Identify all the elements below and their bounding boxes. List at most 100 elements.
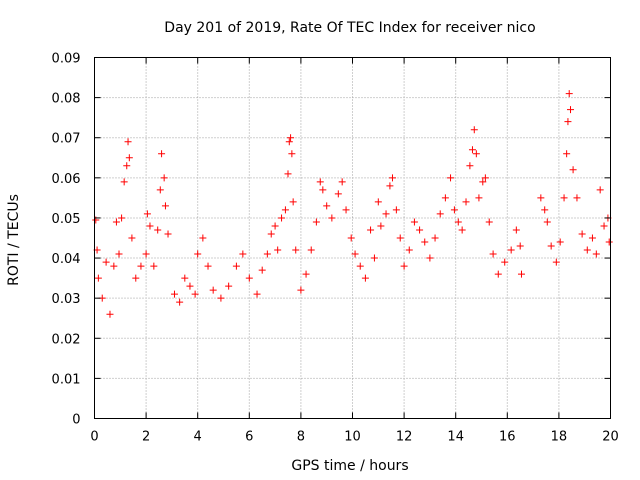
data-point xyxy=(388,174,396,182)
data-point xyxy=(454,218,462,226)
data-point xyxy=(565,90,573,98)
data-point xyxy=(263,250,271,258)
y-tick-label: 0.06 xyxy=(52,172,81,187)
data-point xyxy=(125,154,133,162)
data-point xyxy=(312,218,320,226)
data-point xyxy=(164,230,172,238)
x-axis-label: GPS time / hours xyxy=(291,458,408,474)
data-point xyxy=(370,254,378,262)
data-point xyxy=(150,262,158,270)
data-point xyxy=(334,190,342,198)
x-tick-label: 14 xyxy=(447,430,464,445)
x-tick-label: 2 xyxy=(142,430,150,445)
data-point xyxy=(494,270,502,278)
data-point xyxy=(441,194,449,202)
data-point xyxy=(118,214,126,222)
grid-lines xyxy=(94,57,611,419)
data-point xyxy=(342,206,350,214)
y-tick-label: 0.02 xyxy=(52,332,81,347)
data-point xyxy=(479,178,487,186)
data-point xyxy=(410,218,418,226)
data-point xyxy=(556,238,564,246)
data-point xyxy=(289,198,297,206)
data-point xyxy=(436,210,444,218)
data-point xyxy=(552,258,560,266)
data-point xyxy=(458,226,466,234)
data-point xyxy=(564,118,572,126)
data-point xyxy=(120,178,128,186)
data-point xyxy=(328,214,336,222)
data-point xyxy=(489,250,497,258)
data-point xyxy=(124,138,132,146)
data-point xyxy=(583,246,591,254)
data-point xyxy=(431,234,439,242)
y-axis-label: ROTI / TECUs xyxy=(6,194,22,286)
data-point xyxy=(307,246,315,254)
data-point xyxy=(297,286,305,294)
data-point xyxy=(232,262,240,270)
data-point xyxy=(578,230,586,238)
chart-title: Day 201 of 2019, Rate Of TEC Index for r… xyxy=(164,20,535,36)
data-point xyxy=(94,274,102,282)
data-point xyxy=(253,290,261,298)
data-point xyxy=(547,242,555,250)
data-point xyxy=(292,246,300,254)
data-point xyxy=(416,226,424,234)
data-point xyxy=(470,126,478,134)
data-point xyxy=(288,150,296,158)
data-point xyxy=(405,246,413,254)
data-point xyxy=(361,274,369,282)
data-point xyxy=(132,274,140,282)
data-point xyxy=(217,294,225,302)
y-tick-label: 0 xyxy=(72,413,80,428)
data-point xyxy=(517,270,525,278)
data-point xyxy=(512,226,520,234)
y-tick-labels: 0 0.01 0.02 0.03 0.04 0.05 0.06 0.07 0.08 0.09 xyxy=(52,52,81,428)
data-point xyxy=(204,262,212,270)
data-point xyxy=(592,250,600,258)
data-point xyxy=(392,206,400,214)
data-point xyxy=(160,174,168,182)
data-point xyxy=(316,178,324,186)
data-point xyxy=(537,194,545,202)
data-point xyxy=(468,146,476,154)
axis-ticks xyxy=(94,57,611,419)
data-point xyxy=(600,222,608,230)
data-point xyxy=(386,182,394,190)
data-point xyxy=(194,250,202,258)
y-tick-label: 0.04 xyxy=(52,252,81,267)
data-point xyxy=(475,194,483,202)
data-point xyxy=(154,226,162,234)
data-point xyxy=(450,206,458,214)
data-point xyxy=(466,162,474,170)
data-point xyxy=(245,274,253,282)
data-point xyxy=(507,246,515,254)
data-point xyxy=(284,170,292,178)
data-point xyxy=(567,106,575,114)
data-point xyxy=(199,234,207,242)
y-tick-label: 0.09 xyxy=(52,52,81,67)
data-point xyxy=(281,206,289,214)
data-point xyxy=(338,178,346,186)
data-point xyxy=(170,290,178,298)
data-point xyxy=(267,230,275,238)
data-point xyxy=(560,194,568,202)
y-tick-label: 0.05 xyxy=(52,212,81,227)
data-point xyxy=(143,210,151,218)
data-point xyxy=(161,202,169,210)
data-point xyxy=(377,222,385,230)
y-tick-label: 0.03 xyxy=(52,292,81,307)
data-point xyxy=(112,218,120,226)
data-point xyxy=(278,214,286,222)
data-point xyxy=(447,174,455,182)
x-tick-label: 20 xyxy=(602,430,619,445)
data-point xyxy=(462,198,470,206)
data-point xyxy=(347,234,355,242)
data-point xyxy=(287,134,295,142)
data-point xyxy=(421,238,429,246)
data-point xyxy=(271,222,279,230)
data-point xyxy=(356,262,364,270)
data-point xyxy=(137,262,145,270)
y-tick-label: 0.08 xyxy=(52,92,81,107)
x-tick-label: 18 xyxy=(551,430,568,445)
